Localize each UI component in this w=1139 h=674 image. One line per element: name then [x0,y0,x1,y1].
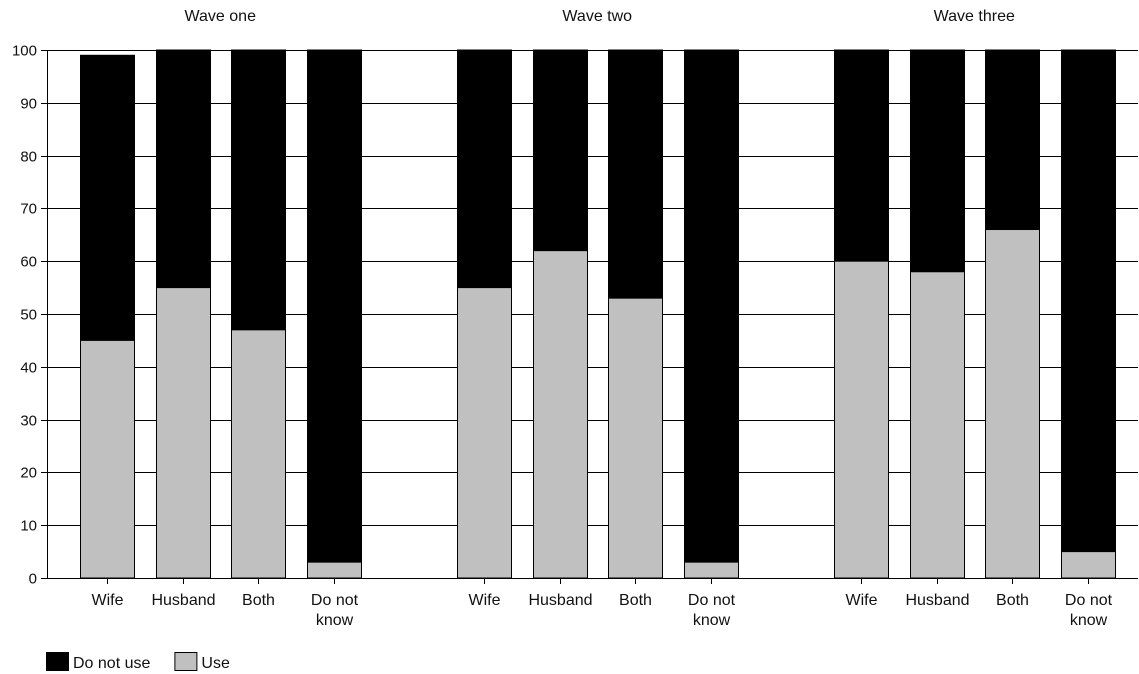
y-tick-label-70: 70 [20,201,37,218]
x-tick-label-wave-three-husband: Husband [905,592,969,609]
x-tick-label-wave-one-do-not-know: Do not know [311,592,359,629]
bar-wave-two-wife-do-not-use [457,49,512,289]
bar-wave-three-do-not-know-do-not-use [1061,49,1116,553]
bar-wave-two-husband-do-not-use [533,49,588,252]
bar-wave-two-husband-use [533,250,588,579]
bar-wave-three-wife-use [834,260,889,579]
bar-wave-two-do-not-know-use [684,561,739,579]
x-tick-label-wave-two-both: Both [619,592,652,609]
bar-wave-three-husband-use [910,271,965,579]
panel-title-wave-one: Wave one [185,8,257,25]
y-tick-label-50: 50 [20,307,37,324]
bar-wave-three-both-use [985,229,1040,579]
bar-wave-one-husband-use [156,287,211,579]
bar-wave-one-wife-use [80,339,135,579]
bar-wave-one-both-use [231,329,286,579]
bar-wave-two-do-not-know-do-not-use [684,49,739,563]
x-tick-label-wave-two-husband: Husband [528,592,592,609]
bar-wave-one-both-do-not-use [231,49,286,331]
bar-wave-three-husband-do-not-use [910,49,965,273]
labels: 0 10 20 30 40 50 60 70 80 90 100 Wife Husband Both Do … [12,8,1113,629]
x-tick-label-wave-two-wife: Wife [469,592,501,609]
y-tick-label-100: 100 [12,43,37,60]
y-tick-label-10: 10 [20,518,37,535]
y-tick-label-90: 90 [20,96,37,113]
bar-wave-one-do-not-know-use [307,561,362,579]
x-tick-label-wave-one-both: Both [242,592,275,609]
x-tick-label-wave-three-wife: Wife [846,592,878,609]
y-tick-label-60: 60 [20,254,37,271]
bar-wave-one-do-not-know-do-not-use [307,49,362,563]
y-tick-label-80: 80 [20,149,37,166]
y-tick-label-20: 20 [20,465,37,482]
legend-label-use: Use [201,655,230,672]
y-tick-label-0: 0 [29,571,37,588]
legend-swatch-do-not-use [46,652,69,671]
y-tick-label-30: 30 [20,413,37,430]
panel-title-wave-two: Wave two [562,8,632,25]
panel-title-wave-three: Wave three [934,8,1015,25]
bar-wave-one-husband-do-not-use [156,49,211,289]
bar-wave-two-wife-use [457,287,512,579]
y-tick-label-40: 40 [20,360,37,377]
axes [41,50,1138,584]
x-tick-label-wave-one-husband: Husband [151,592,215,609]
x-tick-label-wave-three-both: Both [996,592,1029,609]
legend: Do not use Use [46,652,230,672]
bar-wave-one-wife-do-not-use [80,54,135,341]
bar-wave-three-both-do-not-use [985,49,1040,231]
bar-wave-two-both-use [608,297,663,579]
bar-wave-two-both-do-not-use [608,49,663,299]
x-tick-label-wave-two-do-not-know: Do not know [688,592,736,629]
bar-wave-three-do-not-know-use [1061,551,1116,579]
bars [80,49,1116,579]
x-tick-label-wave-three-do-not-know: Do not know [1065,592,1113,629]
legend-label-do-not-use: Do not use [73,655,150,672]
bar-wave-three-wife-do-not-use [834,49,889,262]
legend-swatch-use [174,652,198,671]
x-tick-label-wave-one-wife: Wife [92,592,124,609]
